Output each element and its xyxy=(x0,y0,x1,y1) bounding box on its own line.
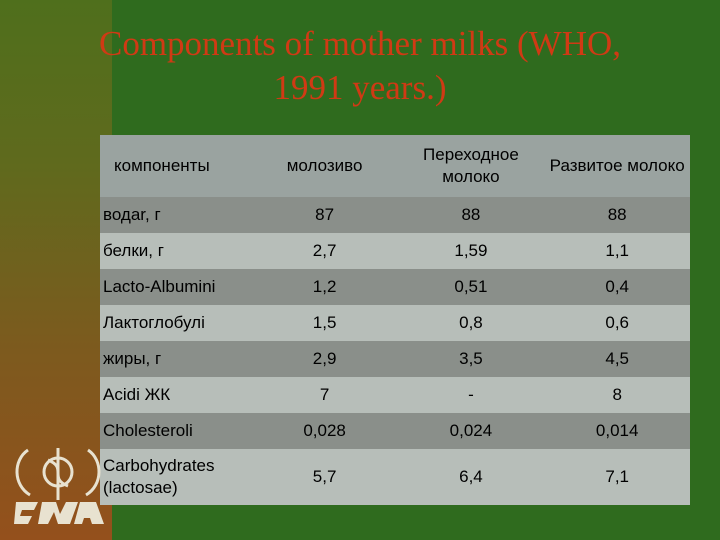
cell: 88 xyxy=(397,197,545,233)
cell: 0,024 xyxy=(397,413,545,449)
row-label: Acidi ЖК xyxy=(100,377,252,413)
cell: 7,1 xyxy=(544,449,690,505)
table-header-row: компоненты молозиво Переходное молоко Ра… xyxy=(100,135,690,197)
header-transitional-milk: Переходное молоко xyxy=(397,135,545,197)
table-row: белки, г 2,7 1,59 1,1 xyxy=(100,233,690,269)
header-colostrum: молозиво xyxy=(251,135,398,197)
emblem-icon xyxy=(14,448,104,524)
components-table: компоненты молозиво Переходное молоко Ра… xyxy=(100,135,690,505)
row-label: Лактоглобулі xyxy=(100,305,252,341)
cell: 0,51 xyxy=(397,269,545,305)
header-components: компоненты xyxy=(100,135,252,197)
row-label: белки, г xyxy=(100,233,252,269)
cell: 1,2 xyxy=(251,269,398,305)
cell: 4,5 xyxy=(544,341,690,377)
row-label: водаr, г xyxy=(100,197,252,233)
left-strip xyxy=(0,0,112,540)
cell: 1,1 xyxy=(544,233,690,269)
cell: 1,5 xyxy=(251,305,398,341)
cell: 0,4 xyxy=(544,269,690,305)
cell: - xyxy=(397,377,545,413)
row-label: Cholesteroli xyxy=(100,413,252,449)
cell: 0,028 xyxy=(251,413,398,449)
cell: 87 xyxy=(251,197,398,233)
cell: 7 xyxy=(251,377,398,413)
table-row: Acidi ЖК 7 - 8 xyxy=(100,377,690,413)
cell: 8 xyxy=(544,377,690,413)
table-row: Cholesteroli 0,028 0,024 0,014 xyxy=(100,413,690,449)
cell: 6,4 xyxy=(397,449,545,505)
cell: 0,6 xyxy=(544,305,690,341)
table-row: Лактоглобулі 1,5 0,8 0,6 xyxy=(100,305,690,341)
row-label: Carbohydrates (lactosae) xyxy=(100,449,252,505)
cell: 2,9 xyxy=(251,341,398,377)
title-line-1: Components of mother milks (WHO, xyxy=(98,24,622,63)
cell: 0,014 xyxy=(544,413,690,449)
cell: 1,59 xyxy=(397,233,545,269)
row-label: жиры, г xyxy=(100,341,252,377)
row-label: Lacto-Albumini xyxy=(100,269,252,305)
table-row: Carbohydrates (lactosae) 5,7 6,4 7,1 xyxy=(100,449,690,505)
title-line-2: 1991 years.) xyxy=(273,68,447,107)
cell: 5,7 xyxy=(251,449,398,505)
cell: 2,7 xyxy=(251,233,398,269)
table-row: Lacto-Albumini 1,2 0,51 0,4 xyxy=(100,269,690,305)
header-mature-milk: Развитое молоко xyxy=(544,135,690,197)
slide-title: Components of mother milks (WHO, 1991 ye… xyxy=(40,22,680,110)
cell: 3,5 xyxy=(397,341,545,377)
cell: 88 xyxy=(544,197,690,233)
table-row: водаr, г 87 88 88 xyxy=(100,197,690,233)
cell: 0,8 xyxy=(397,305,545,341)
table-row: жиры, г 2,9 3,5 4,5 xyxy=(100,341,690,377)
